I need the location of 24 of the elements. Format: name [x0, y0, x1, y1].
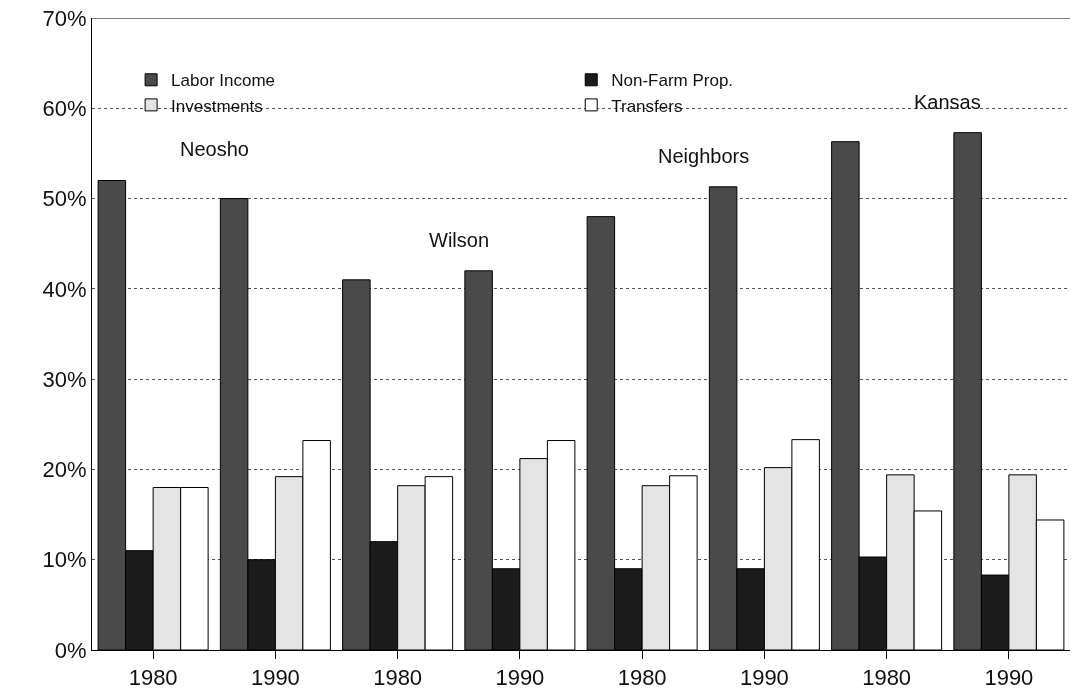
legend-label: Investments — [171, 96, 263, 116]
annotation: Kansas — [914, 91, 981, 113]
y-tick-label: 50% — [42, 186, 87, 212]
legend-label: Non-Farm Prop. — [611, 71, 734, 91]
x-tick-label: 1980 — [128, 665, 178, 691]
y-tick-label: 10% — [42, 547, 87, 573]
annotation: Neighbors — [658, 145, 750, 167]
legend-label: Transfers — [611, 96, 683, 116]
y-tick-label: 20% — [42, 457, 87, 483]
y-tick-label: 60% — [42, 95, 87, 121]
x-tick-label: 1990 — [495, 665, 545, 691]
y-tick-label: 70% — [42, 5, 87, 31]
x-tick-label: 1980 — [373, 665, 423, 691]
x-tick-label: 1990 — [739, 665, 789, 691]
x-tick-label: 1980 — [617, 665, 667, 691]
y-tick-label: 30% — [42, 366, 87, 392]
x-tick-label: 1990 — [250, 665, 300, 691]
annotation: Wilson — [429, 229, 490, 251]
y-tick-label: 0% — [54, 637, 87, 663]
annotation: Neosho — [180, 138, 249, 160]
x-tick-label: 1990 — [984, 665, 1034, 691]
legend-label: Labor Income — [171, 71, 276, 91]
x-tick-label: 1980 — [862, 665, 912, 691]
y-tick-label: 40% — [42, 276, 87, 302]
